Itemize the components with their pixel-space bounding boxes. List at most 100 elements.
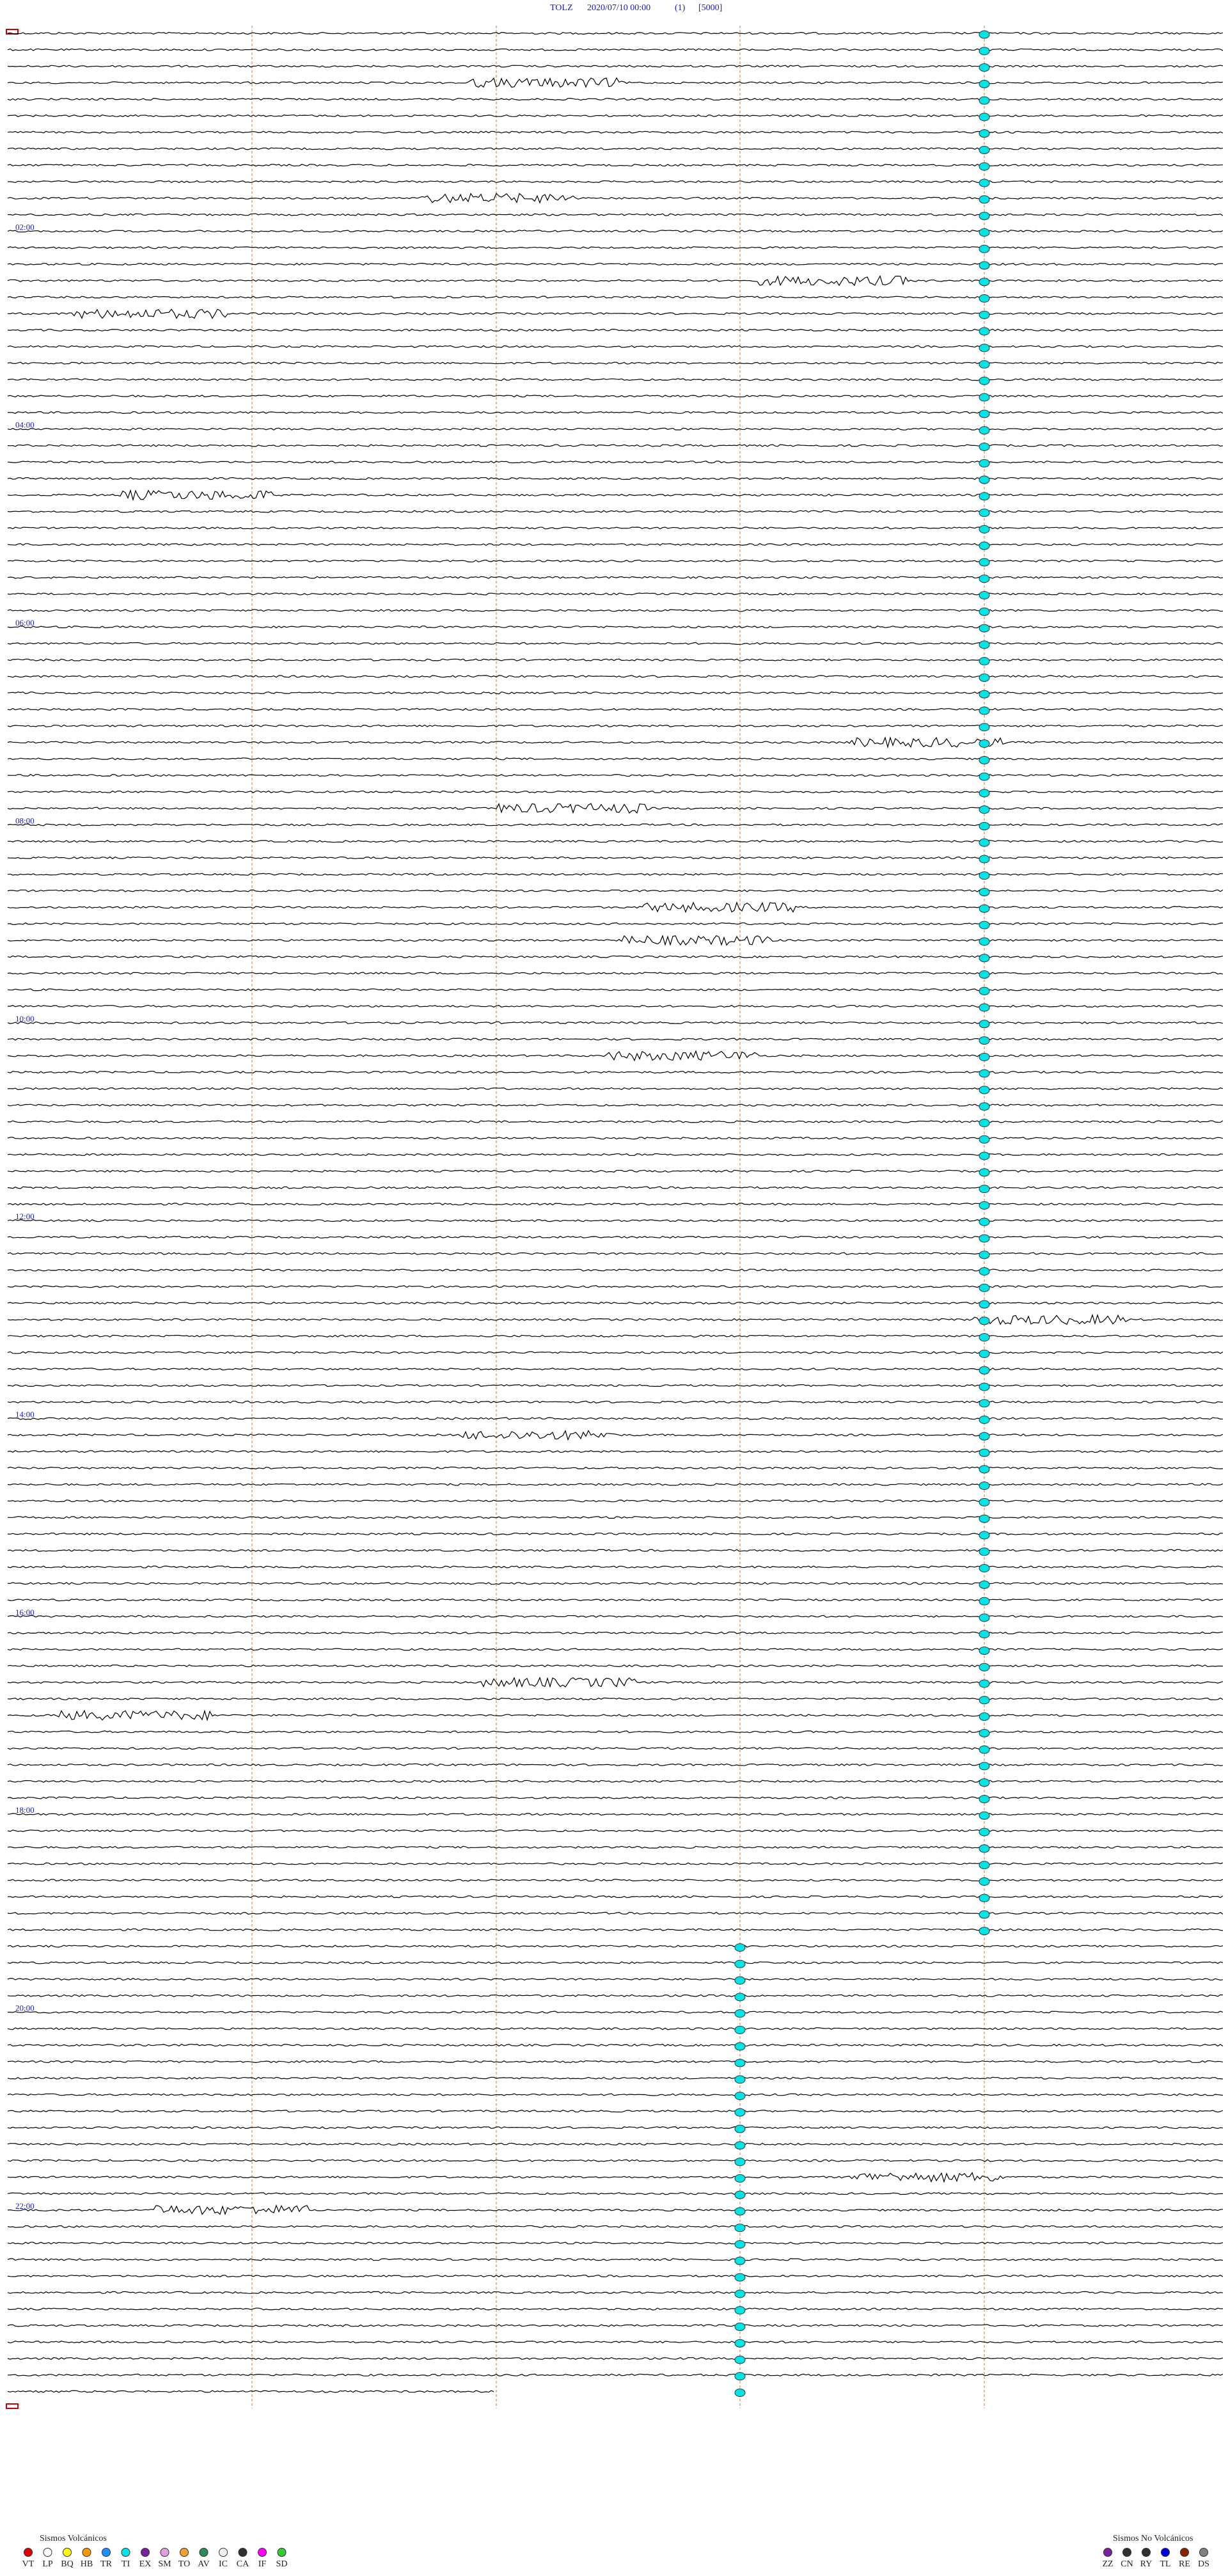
trace xyxy=(7,1582,1224,1585)
trace xyxy=(7,1367,1224,1371)
event-marker xyxy=(979,1927,990,1936)
trace xyxy=(7,1648,1224,1651)
trace xyxy=(7,427,1224,431)
event-marker xyxy=(979,178,990,187)
event-marker xyxy=(979,772,990,781)
event-marker xyxy=(979,838,990,847)
legend-code: TI xyxy=(122,2559,130,2569)
trace xyxy=(7,1103,1224,1107)
legend-swatch xyxy=(1199,2548,1208,2557)
event-marker xyxy=(979,1448,990,1457)
trace xyxy=(7,1879,1224,1882)
event-marker xyxy=(979,541,990,550)
trace xyxy=(7,1796,1224,1799)
event-marker xyxy=(979,640,990,649)
event-marker xyxy=(734,1976,746,1985)
trace xyxy=(7,2341,1224,2344)
trace xyxy=(7,2258,1224,2261)
trace xyxy=(7,559,1224,563)
event-marker xyxy=(734,2306,746,2315)
event-marker xyxy=(979,755,990,764)
trace xyxy=(7,1219,1224,1222)
event-marker xyxy=(979,1168,990,1177)
trace xyxy=(7,1516,1224,1519)
trace xyxy=(7,1911,1224,1915)
event-marker xyxy=(979,1646,990,1655)
legend-swatch xyxy=(1161,2548,1170,2557)
event-marker xyxy=(734,1959,746,1968)
legend-code: LP xyxy=(42,2559,53,2569)
trace xyxy=(7,31,1224,35)
trace xyxy=(7,1945,1224,1948)
event-marker xyxy=(979,1861,990,1870)
trace xyxy=(7,1780,1224,1783)
event-marker xyxy=(979,228,990,237)
event-marker xyxy=(979,607,990,616)
trace xyxy=(7,2126,1224,2130)
trace xyxy=(7,2027,1224,2030)
event-marker xyxy=(979,1465,990,1474)
event-marker xyxy=(979,1696,990,1705)
gain: [5000] xyxy=(698,3,722,13)
event-marker xyxy=(979,426,990,435)
event-marker xyxy=(979,624,990,633)
trace xyxy=(7,543,1224,546)
event-marker xyxy=(979,855,990,864)
trace xyxy=(7,477,1224,480)
trace xyxy=(7,922,1224,926)
legend-code: RY xyxy=(1140,2559,1153,2569)
trace xyxy=(7,230,1224,233)
event-marker xyxy=(979,113,990,122)
trace xyxy=(7,1549,1224,1552)
channel: (1) xyxy=(675,3,686,13)
trace xyxy=(7,790,1224,794)
trace xyxy=(7,1268,1224,1272)
event-marker xyxy=(979,657,990,666)
trace xyxy=(7,1384,1224,1387)
trace xyxy=(7,972,1224,975)
event-marker xyxy=(734,2372,746,2381)
event-marker xyxy=(979,690,990,699)
trace xyxy=(7,642,1224,645)
legend-swatch xyxy=(82,2548,91,2557)
trace xyxy=(7,2307,1224,2311)
trace xyxy=(7,2357,1224,2360)
event-marker xyxy=(979,591,990,600)
trace xyxy=(7,308,1224,319)
event-marker xyxy=(979,723,990,732)
trace xyxy=(7,1709,1224,1721)
trace xyxy=(7,296,1224,299)
trace xyxy=(7,2390,494,2393)
event-marker xyxy=(979,1349,990,1358)
legend-swatch xyxy=(180,2548,189,2557)
legend-code: TR xyxy=(100,2559,113,2569)
event-marker xyxy=(979,278,990,287)
trace xyxy=(7,394,1224,398)
event-marker xyxy=(979,1910,990,1919)
trace xyxy=(7,675,1224,678)
event-marker xyxy=(979,162,990,171)
trace xyxy=(7,275,1224,287)
trace xyxy=(7,246,1224,249)
trace xyxy=(7,1977,1224,1981)
event-marker xyxy=(979,1877,990,1886)
legend-code: VT xyxy=(22,2559,35,2569)
event-marker xyxy=(734,2009,746,2018)
trace xyxy=(7,2274,1224,2278)
event-marker xyxy=(979,1003,990,1012)
trace xyxy=(7,955,1224,958)
trace xyxy=(7,130,1224,134)
event-marker xyxy=(979,1217,990,1226)
event-marker xyxy=(734,2240,746,2249)
legend-swatch xyxy=(160,2548,169,2557)
event-marker xyxy=(979,1118,990,1127)
trace xyxy=(7,1598,1224,1602)
trace xyxy=(7,1532,1224,1536)
event-marker xyxy=(979,1482,990,1490)
trace xyxy=(7,147,1224,150)
event-marker xyxy=(979,1432,990,1441)
trace xyxy=(7,1895,1224,1899)
trace xyxy=(7,2142,1224,2145)
legend-code: TO xyxy=(178,2559,190,2569)
trace xyxy=(7,1763,1224,1767)
